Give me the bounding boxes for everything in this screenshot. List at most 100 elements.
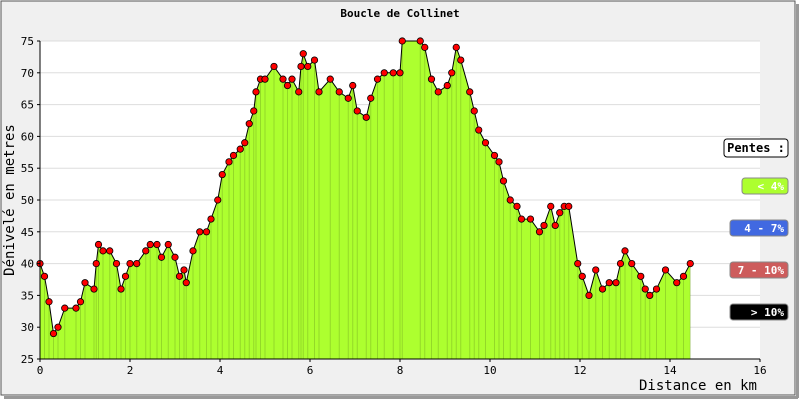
point bbox=[225, 158, 233, 166]
point bbox=[218, 170, 226, 179]
point bbox=[117, 285, 125, 293]
point bbox=[574, 259, 582, 268]
point bbox=[344, 94, 352, 102]
x-tick-label: 10 bbox=[483, 364, 496, 377]
x-axis-label: Distance en km bbox=[639, 378, 757, 394]
point bbox=[389, 69, 397, 77]
legend: Pentes : < 4% 4 - 7% 7 - 10% > 10% bbox=[723, 138, 789, 321]
x-tick-label: 12 bbox=[573, 364, 586, 377]
y-tick-label: 75 bbox=[21, 35, 34, 48]
legend-label: < 4% bbox=[758, 180, 785, 193]
legend-swatch bbox=[729, 303, 789, 321]
point bbox=[673, 279, 681, 287]
y-tick-label: 30 bbox=[21, 321, 34, 334]
point bbox=[283, 81, 292, 90]
point bbox=[448, 69, 456, 77]
point bbox=[513, 202, 521, 210]
point bbox=[299, 50, 307, 58]
point bbox=[236, 145, 244, 153]
point bbox=[592, 266, 600, 274]
legend-swatch bbox=[729, 261, 789, 279]
point bbox=[373, 75, 382, 83]
point bbox=[621, 247, 629, 255]
x-tick-label: 16 bbox=[753, 364, 766, 377]
point bbox=[506, 196, 514, 204]
point bbox=[335, 88, 343, 96]
point bbox=[229, 151, 238, 160]
point bbox=[146, 240, 154, 249]
point bbox=[49, 329, 58, 338]
point bbox=[349, 81, 357, 90]
point bbox=[175, 272, 184, 280]
axes: 25 30 35 40 45 50 55 60 65 70 75 0 2 4 6 8 10 12 14 16 bbox=[21, 35, 767, 377]
y-tick-label: 70 bbox=[21, 67, 34, 80]
point bbox=[94, 240, 103, 249]
point bbox=[207, 215, 215, 223]
point bbox=[61, 304, 69, 312]
point bbox=[164, 240, 172, 249]
y-tick-label: 65 bbox=[21, 99, 34, 112]
point bbox=[526, 215, 535, 223]
point bbox=[398, 37, 406, 45]
x-tick-label: 4 bbox=[217, 364, 224, 377]
x-tick-label: 0 bbox=[37, 364, 44, 377]
point bbox=[76, 298, 85, 306]
point bbox=[250, 107, 258, 115]
legend-title-box bbox=[723, 138, 789, 158]
point bbox=[637, 272, 645, 280]
point bbox=[416, 37, 424, 45]
point bbox=[261, 75, 269, 83]
shadow bbox=[4, 396, 798, 399]
point bbox=[297, 62, 305, 71]
point bbox=[304, 62, 312, 71]
y-tick-label: 25 bbox=[21, 353, 34, 366]
point bbox=[157, 253, 166, 261]
plot bbox=[36, 37, 694, 359]
point bbox=[252, 88, 260, 96]
point bbox=[605, 279, 613, 287]
y-tick-label: 40 bbox=[21, 258, 34, 271]
point bbox=[196, 228, 204, 236]
y-tick-label: 50 bbox=[21, 194, 34, 207]
legend-swatch bbox=[729, 219, 789, 237]
point bbox=[92, 259, 100, 268]
point bbox=[326, 75, 334, 83]
y-tick-label: 35 bbox=[21, 289, 34, 302]
point bbox=[551, 221, 559, 230]
point bbox=[540, 221, 548, 230]
legend-label: > 10% bbox=[751, 306, 784, 319]
point bbox=[547, 202, 555, 210]
point bbox=[646, 291, 654, 299]
point bbox=[443, 81, 451, 90]
point bbox=[171, 253, 179, 261]
point bbox=[214, 196, 222, 204]
shadow bbox=[796, 4, 799, 398]
point bbox=[99, 247, 107, 255]
chart-title: Boucle de Collinet bbox=[340, 7, 459, 20]
point bbox=[421, 43, 429, 51]
point bbox=[153, 240, 161, 249]
point bbox=[578, 272, 586, 280]
point bbox=[452, 43, 460, 51]
x-tick-label: 8 bbox=[397, 364, 404, 377]
y-tick-label: 60 bbox=[21, 130, 34, 143]
point bbox=[495, 158, 503, 166]
point bbox=[556, 209, 564, 217]
point bbox=[106, 247, 114, 255]
point bbox=[362, 113, 370, 121]
point bbox=[517, 215, 526, 223]
point bbox=[315, 88, 323, 96]
point bbox=[616, 259, 625, 268]
point bbox=[81, 279, 89, 287]
point bbox=[612, 279, 620, 287]
x-tick-label: 6 bbox=[307, 364, 314, 377]
point bbox=[481, 139, 490, 147]
point bbox=[565, 202, 573, 210]
point bbox=[367, 94, 375, 102]
point bbox=[499, 177, 508, 185]
point bbox=[475, 126, 483, 134]
point bbox=[121, 272, 130, 280]
point bbox=[112, 259, 121, 268]
